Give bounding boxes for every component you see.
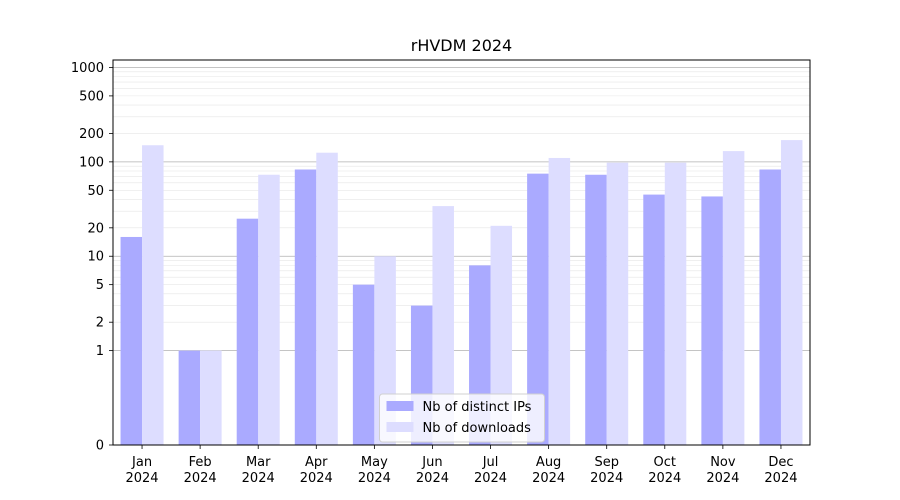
x-tick-label-month: Nov — [710, 455, 736, 470]
bar-downloads — [258, 174, 280, 445]
legend-swatch — [386, 401, 414, 411]
x-axis: Jan2024Feb2024Mar2024Apr2024May2024Jun20… — [125, 445, 798, 486]
x-tick-label-year: 2024 — [532, 471, 565, 486]
y-tick-label: 0 — [96, 439, 104, 454]
x-tick-label-month: Jan — [131, 455, 152, 470]
bar-downloads — [780, 140, 803, 445]
x-tick-label-month: Mar — [246, 455, 271, 470]
legend-label: Nb of distinct IPs — [423, 400, 532, 415]
x-tick-label-month: Jun — [421, 455, 442, 470]
bar-downloads — [664, 162, 687, 445]
y-tick-label: 100 — [79, 155, 104, 170]
x-tick-label-year: 2024 — [764, 471, 797, 486]
bar-downloads — [490, 225, 513, 445]
x-tick-label-month: May — [361, 455, 388, 470]
y-tick-label: 20 — [87, 221, 104, 236]
bar-distinct-ips — [527, 173, 549, 446]
x-tick-label-year: 2024 — [416, 471, 449, 486]
legend-box — [379, 393, 545, 443]
x-tick-label-year: 2024 — [590, 471, 623, 486]
x-tick-label-month: Sep — [594, 455, 619, 470]
y-tick-label: 1 — [96, 344, 104, 359]
y-tick-label: 5 — [96, 278, 104, 293]
x-tick-label-year: 2024 — [300, 471, 333, 486]
bar-downloads — [432, 206, 454, 445]
x-tick-label-month: Feb — [189, 455, 212, 470]
bar-distinct-ips — [120, 236, 143, 445]
x-tick-label-month: Aug — [536, 455, 561, 470]
plot-frame — [112, 59, 811, 446]
y-axis: 0 1 2 5 10 20 50 100 200 500 1000 — [71, 61, 113, 454]
bar-distinct-ips — [178, 350, 201, 445]
x-tick-label-year: 2024 — [474, 471, 507, 486]
x-tick-label-year: 2024 — [358, 471, 391, 486]
bar-distinct-ips — [759, 169, 781, 445]
y-tick-label: 50 — [87, 184, 104, 199]
bar-downloads — [722, 151, 745, 446]
x-tick-label-year: 2024 — [184, 471, 217, 486]
bar-distinct-ips — [701, 196, 723, 445]
x-tick-label-month: Apr — [305, 455, 328, 470]
bar-distinct-ips — [294, 169, 317, 445]
y-tick-label: 500 — [79, 89, 104, 104]
legend: Nb of distinct IPs Nb of downloads — [379, 393, 545, 443]
x-tick-label-month: Jul — [482, 455, 499, 470]
x-tick-label-year: 2024 — [648, 471, 681, 486]
x-tick-label-month: Oct — [654, 455, 676, 470]
x-tick-label-year: 2024 — [706, 471, 739, 486]
legend-label: Nb of downloads — [423, 421, 532, 436]
bar-distinct-ips — [643, 194, 665, 445]
grid-lines — [113, 67, 810, 352]
bar-distinct-ips — [236, 218, 259, 445]
y-tick-label: 1000 — [71, 61, 104, 76]
bar-distinct-ips — [585, 174, 607, 445]
y-tick-label: 2 — [96, 316, 104, 331]
bar-downloads — [606, 162, 629, 445]
bar-downloads — [200, 350, 222, 445]
x-tick-label-year: 2024 — [242, 471, 275, 486]
bar-downloads — [142, 145, 164, 445]
bar-downloads — [548, 157, 571, 445]
chart-title: rHVDM 2024 — [411, 36, 512, 55]
x-tick-label-month: Dec — [768, 455, 793, 470]
bar-downloads — [316, 152, 338, 445]
x-tick-label-year: 2024 — [125, 471, 158, 486]
y-tick-label: 200 — [79, 127, 104, 142]
legend-swatch — [386, 422, 414, 432]
y-tick-label: 10 — [87, 250, 104, 265]
bar-distinct-ips — [352, 284, 375, 445]
